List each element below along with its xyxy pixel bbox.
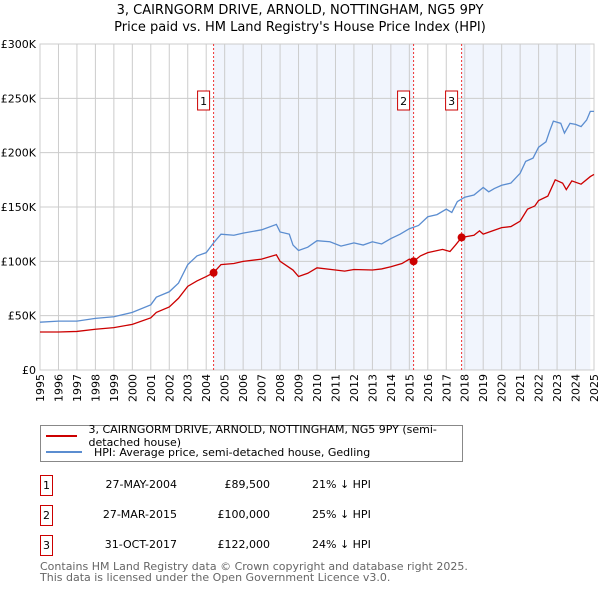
x-tick-label: 2022 [533,374,546,402]
sale-price: £100,000 [217,508,271,521]
y-tick-label: £100K [1,255,37,268]
sale-hpi-diff: 24% ↓ HPI [312,538,371,551]
y-tick-label: £300K [1,38,37,51]
x-tick-label: 2017 [440,374,453,402]
x-tick-label: 2005 [219,374,232,402]
legend: 3, CAIRNGORM DRIVE, ARNOLD, NOTTINGHAM, … [40,423,463,462]
sale-point [457,233,466,242]
sale-marker-label: 1 [200,95,207,108]
sale-marker-box [197,90,211,111]
x-tick-label: 2019 [477,374,490,402]
y-tick-label: £0 [22,364,36,377]
line-chart: 1995 1996 1997 1998 1999 2000 2001 2002 2003 2004… [1,38,600,402]
x-tick-label: 2001 [145,374,158,402]
y-tick-label: £200K [1,147,37,160]
hpi-line [39,110,594,323]
x-tick-label: 2023 [551,374,564,402]
sale-marker-badge: 1 [40,475,53,496]
x-tick-label: 2007 [256,374,269,402]
sale-date: 27-MAY-2004 [105,478,177,491]
x-tick-label: 2013 [366,374,379,402]
x-tick-label: 2015 [403,374,416,402]
x-tick-label: 2006 [237,374,250,402]
sale-hpi-diff: 25% ↓ HPI [312,508,371,521]
sale-marker-label: 3 [448,95,455,108]
x-tick-label: 2003 [182,374,195,402]
legend-label: 3, CAIRNGORM DRIVE, ARNOLD, NOTTINGHAM, … [88,423,437,449]
x-tick-label: 2009 [293,374,306,402]
x-tick-label: 2020 [496,374,509,402]
x-tick-label: 2010 [311,374,324,402]
property-line [40,173,595,333]
sale-marker-box [445,90,459,111]
y-tick-label: £150K [1,201,37,214]
x-tick-label: 2025 [588,374,600,402]
x-tick-label: 2004 [200,374,213,402]
legend-swatch-red [46,435,77,437]
sale-point [409,257,418,266]
sale-marker-label: 2 [400,95,407,108]
x-tick-label: 2014 [385,374,398,402]
x-tick-label: 1996 [52,374,65,402]
x-tick-label: 1999 [108,374,121,402]
sale-marker-badge: 2 [40,505,53,526]
footer-licence: This data is licensed under the Open Gov… [40,571,391,584]
x-tick-label: 1998 [89,374,102,402]
x-tick-label: 2016 [422,374,435,402]
y-tick-label: £50K [8,310,37,323]
x-tick-label: 2018 [459,374,472,402]
y-tick-label: £250K [1,92,37,105]
sale-marker-box [397,90,411,111]
legend-item-property: 3, CAIRNGORM DRIVE, ARNOLD, NOTTINGHAM, … [46,423,462,449]
x-tick-label: 2011 [329,374,342,402]
plot-frame [39,43,595,371]
chart-subtitle: Price paid vs. HM Land Registry's House … [114,20,486,35]
sale-point [209,268,218,277]
legend-swatch-blue [46,451,82,453]
legend-item-hpi: HPI: Average price, semi-detached house,… [46,445,370,459]
x-tick-label: 2021 [514,374,527,402]
sale-price: £122,000 [217,538,271,551]
legend-label: HPI: Average price, semi-detached house,… [94,445,371,459]
x-tick-label: 2008 [274,374,287,402]
x-tick-label: 2012 [348,374,361,402]
x-tick-label: 1995 [34,374,47,402]
footer-copyright: Contains HM Land Registry data © Crown c… [40,560,468,573]
sale-date: 27-MAR-2015 [102,508,177,521]
x-tick-label: 1997 [71,374,84,402]
x-tick-label: 2000 [126,374,139,402]
sale-marker-badge: 3 [40,535,53,556]
sale-hpi-diff: 21% ↓ HPI [312,478,371,491]
sale-date: 31-OCT-2017 [104,538,177,551]
sale-price: £89,500 [224,478,271,491]
chart-title: 3, CAIRNGORM DRIVE, ARNOLD, NOTTINGHAM, … [116,3,484,18]
x-tick-label: 2024 [570,374,583,402]
x-tick-label: 2002 [163,374,176,402]
